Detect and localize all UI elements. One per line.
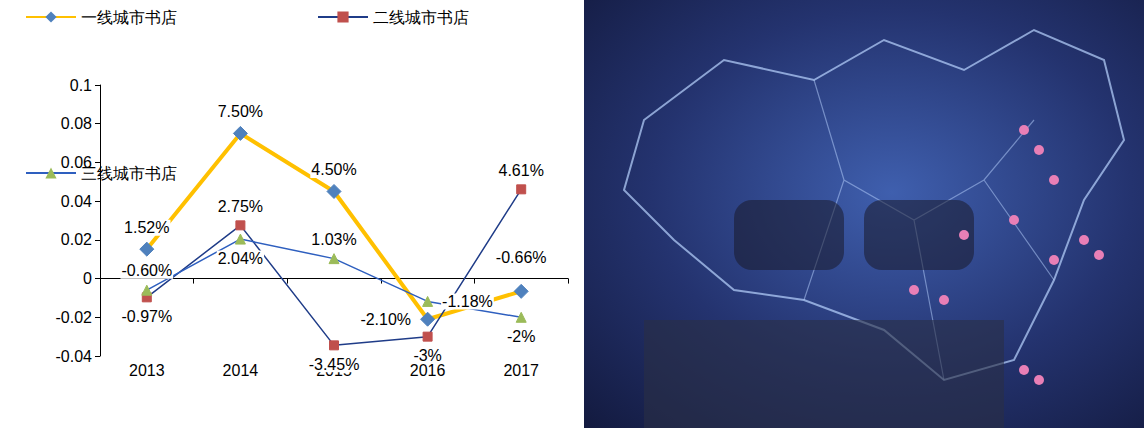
svg-text:1.03%: 1.03% [311, 231, 356, 248]
svg-text:7.50%: 7.50% [218, 103, 263, 120]
svg-text:-0.04: -0.04 [56, 348, 93, 365]
svg-text:2014: 2014 [223, 362, 259, 379]
svg-text:-3%: -3% [413, 347, 441, 364]
svg-text:0.06: 0.06 [60, 153, 92, 171]
svg-text:一线城市书店: 一线城市书店 [81, 9, 177, 26]
svg-text:-3.45%: -3.45% [309, 356, 360, 373]
svg-text:2017: 2017 [503, 362, 539, 379]
svg-text:0: 0 [83, 270, 92, 287]
svg-text:-2%: -2% [507, 328, 535, 345]
svg-text:2016: 2016 [409, 361, 446, 379]
svg-text:4.50%: 4.50% [311, 161, 356, 178]
svg-text:-1.18%: -1.18% [442, 293, 493, 310]
svg-text:二线城市书店: 二线城市书店 [373, 9, 469, 26]
svg-text:2.75%: 2.75% [218, 198, 263, 215]
svg-text:1.52%: 1.52% [124, 219, 169, 236]
svg-text:4.61%: 4.61% [499, 162, 544, 179]
svg-text:0.1: 0.1 [70, 77, 92, 94]
svg-text:0.04: 0.04 [61, 193, 92, 210]
svg-text:-2.10%: -2.10% [360, 311, 411, 328]
svg-text:0.02: 0.02 [61, 231, 92, 248]
svg-text:三线城市书店: 三线城市书店 [81, 165, 177, 182]
svg-text:-0.02: -0.02 [56, 309, 93, 326]
svg-text:2013: 2013 [129, 362, 165, 379]
svg-text:-0.60%: -0.60% [121, 262, 172, 279]
svg-text:0.08: 0.08 [61, 115, 92, 132]
svg-text:-0.66%: -0.66% [496, 249, 547, 266]
svg-text:-0.97%: -0.97% [121, 308, 172, 325]
svg-text:2.04%: 2.04% [218, 250, 263, 267]
